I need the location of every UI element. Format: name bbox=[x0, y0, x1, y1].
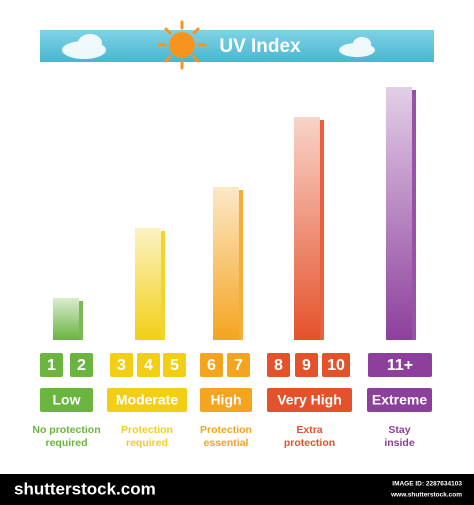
index-number: 6 bbox=[207, 357, 216, 374]
index-number: 2 bbox=[77, 357, 86, 374]
index-number: 1 bbox=[47, 357, 56, 374]
bar bbox=[135, 228, 161, 340]
index-box bbox=[267, 353, 290, 377]
footer-brand: shutterstock.com bbox=[14, 479, 156, 498]
footer-bar bbox=[0, 474, 474, 505]
bar-side bbox=[239, 190, 243, 340]
advice: No protection bbox=[32, 424, 100, 436]
index-box bbox=[200, 353, 223, 377]
advice: protection bbox=[284, 437, 335, 449]
index-box bbox=[295, 353, 318, 377]
index-box bbox=[137, 353, 160, 377]
bar-side bbox=[161, 231, 165, 340]
index-number: 4 bbox=[144, 357, 153, 374]
bar bbox=[53, 298, 79, 340]
bar-side bbox=[320, 120, 324, 340]
clouds bbox=[62, 34, 375, 59]
level-box bbox=[40, 388, 93, 412]
index-number: 8 bbox=[274, 357, 283, 374]
bar-side bbox=[79, 301, 83, 340]
bar bbox=[294, 117, 320, 340]
level-label: Very High bbox=[277, 392, 342, 408]
advice: Stay bbox=[388, 424, 410, 436]
advice: inside bbox=[384, 437, 415, 449]
level-box bbox=[267, 388, 352, 412]
advice: Protection bbox=[121, 424, 173, 436]
index-box bbox=[110, 353, 133, 377]
level-box bbox=[107, 388, 187, 412]
advice: Extra bbox=[296, 424, 322, 436]
index-number: 10 bbox=[327, 357, 345, 374]
footer-id: IMAGE ID: 2287634103 bbox=[392, 481, 462, 488]
level-label: High bbox=[210, 392, 241, 408]
index-box bbox=[227, 353, 250, 377]
level-label: Low bbox=[53, 392, 81, 408]
title: UV Index bbox=[219, 36, 301, 57]
level-box bbox=[367, 388, 432, 412]
index-box bbox=[70, 353, 93, 377]
bar-side bbox=[412, 90, 416, 340]
advice: essential bbox=[204, 437, 249, 449]
index-box bbox=[40, 353, 63, 377]
index-box bbox=[322, 353, 350, 377]
level-label: Moderate bbox=[116, 392, 178, 408]
advice: Protection bbox=[200, 424, 252, 436]
index-number: 5 bbox=[170, 357, 179, 374]
bar bbox=[386, 87, 412, 340]
index-box bbox=[163, 353, 186, 377]
bar bbox=[213, 187, 239, 340]
index-number: 3 bbox=[117, 357, 126, 374]
level-label: Extreme bbox=[372, 392, 427, 408]
level-box bbox=[200, 388, 252, 412]
advice: required bbox=[126, 437, 168, 449]
index-box bbox=[368, 353, 432, 377]
advice: required bbox=[45, 437, 87, 449]
index-number: 7 bbox=[234, 357, 243, 374]
index-number: 11+ bbox=[387, 357, 413, 374]
index-number: 9 bbox=[302, 357, 311, 374]
sun bbox=[157, 20, 207, 70]
footer-site: www.shutterstock.com bbox=[390, 492, 462, 499]
